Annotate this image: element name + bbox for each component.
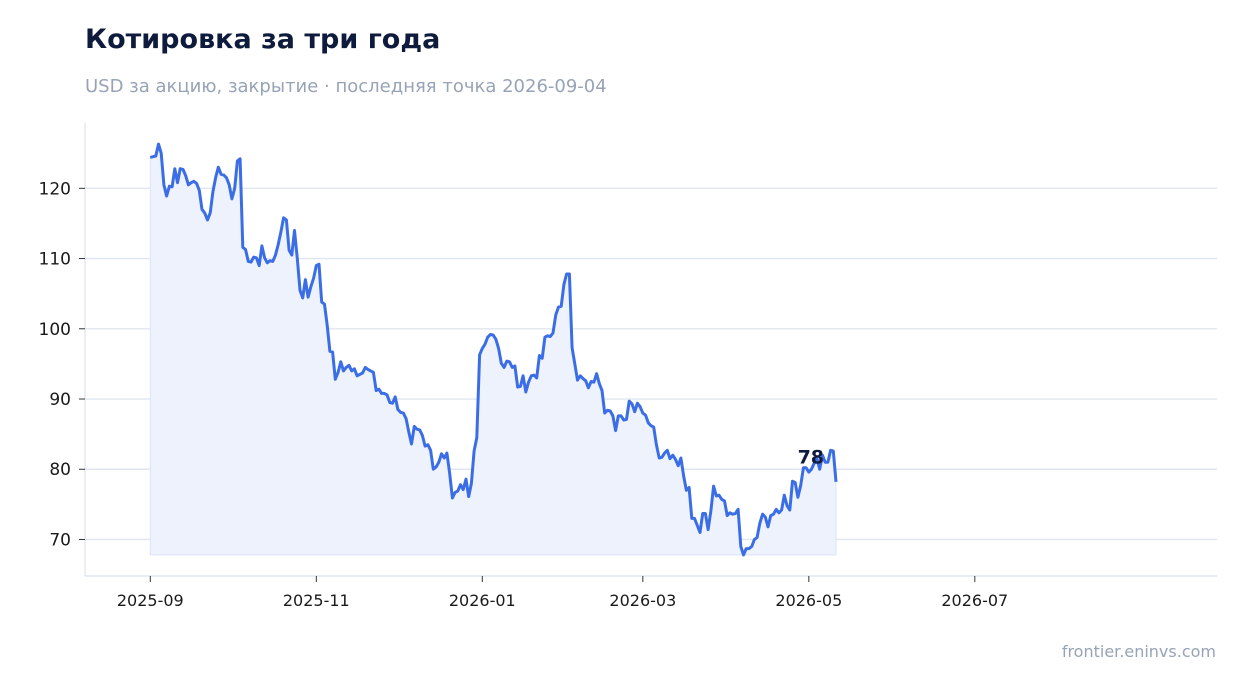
x-tick-label: 2026-07 (941, 591, 1008, 610)
chart-title: Котировка за три года (85, 24, 441, 55)
y-tick-label: 100 (39, 320, 71, 340)
y-tick-label: 110 (39, 250, 71, 270)
x-tick-label: 2025-11 (283, 591, 350, 610)
x-tick-label: 2026-03 (609, 591, 676, 610)
axes (84, 123, 1217, 577)
y-axis-ticks: 70 80 90 100 110 120 (39, 179, 85, 550)
y-tick-label: 80 (49, 460, 71, 480)
y-tick-label: 70 (49, 530, 71, 550)
y-tick-label: 90 (49, 390, 71, 410)
x-tick-label: 2026-05 (775, 591, 842, 610)
price-line (149, 142, 838, 557)
chart-subtitle: USD за акцию, закрытие · последняя точка… (85, 76, 607, 97)
x-axis-ticks: 2025-09 2025-11 2026-01 2026-03 2026-05 2026-… (117, 576, 1008, 610)
source-credit: frontier.eninvs.com (1061, 642, 1216, 661)
last-value-label: 78 (798, 447, 824, 469)
y-tick-label: 120 (39, 179, 71, 199)
price-area (149, 142, 837, 557)
x-tick-label: 2026-01 (449, 591, 516, 610)
x-tick-label: 2025-09 (117, 591, 184, 610)
